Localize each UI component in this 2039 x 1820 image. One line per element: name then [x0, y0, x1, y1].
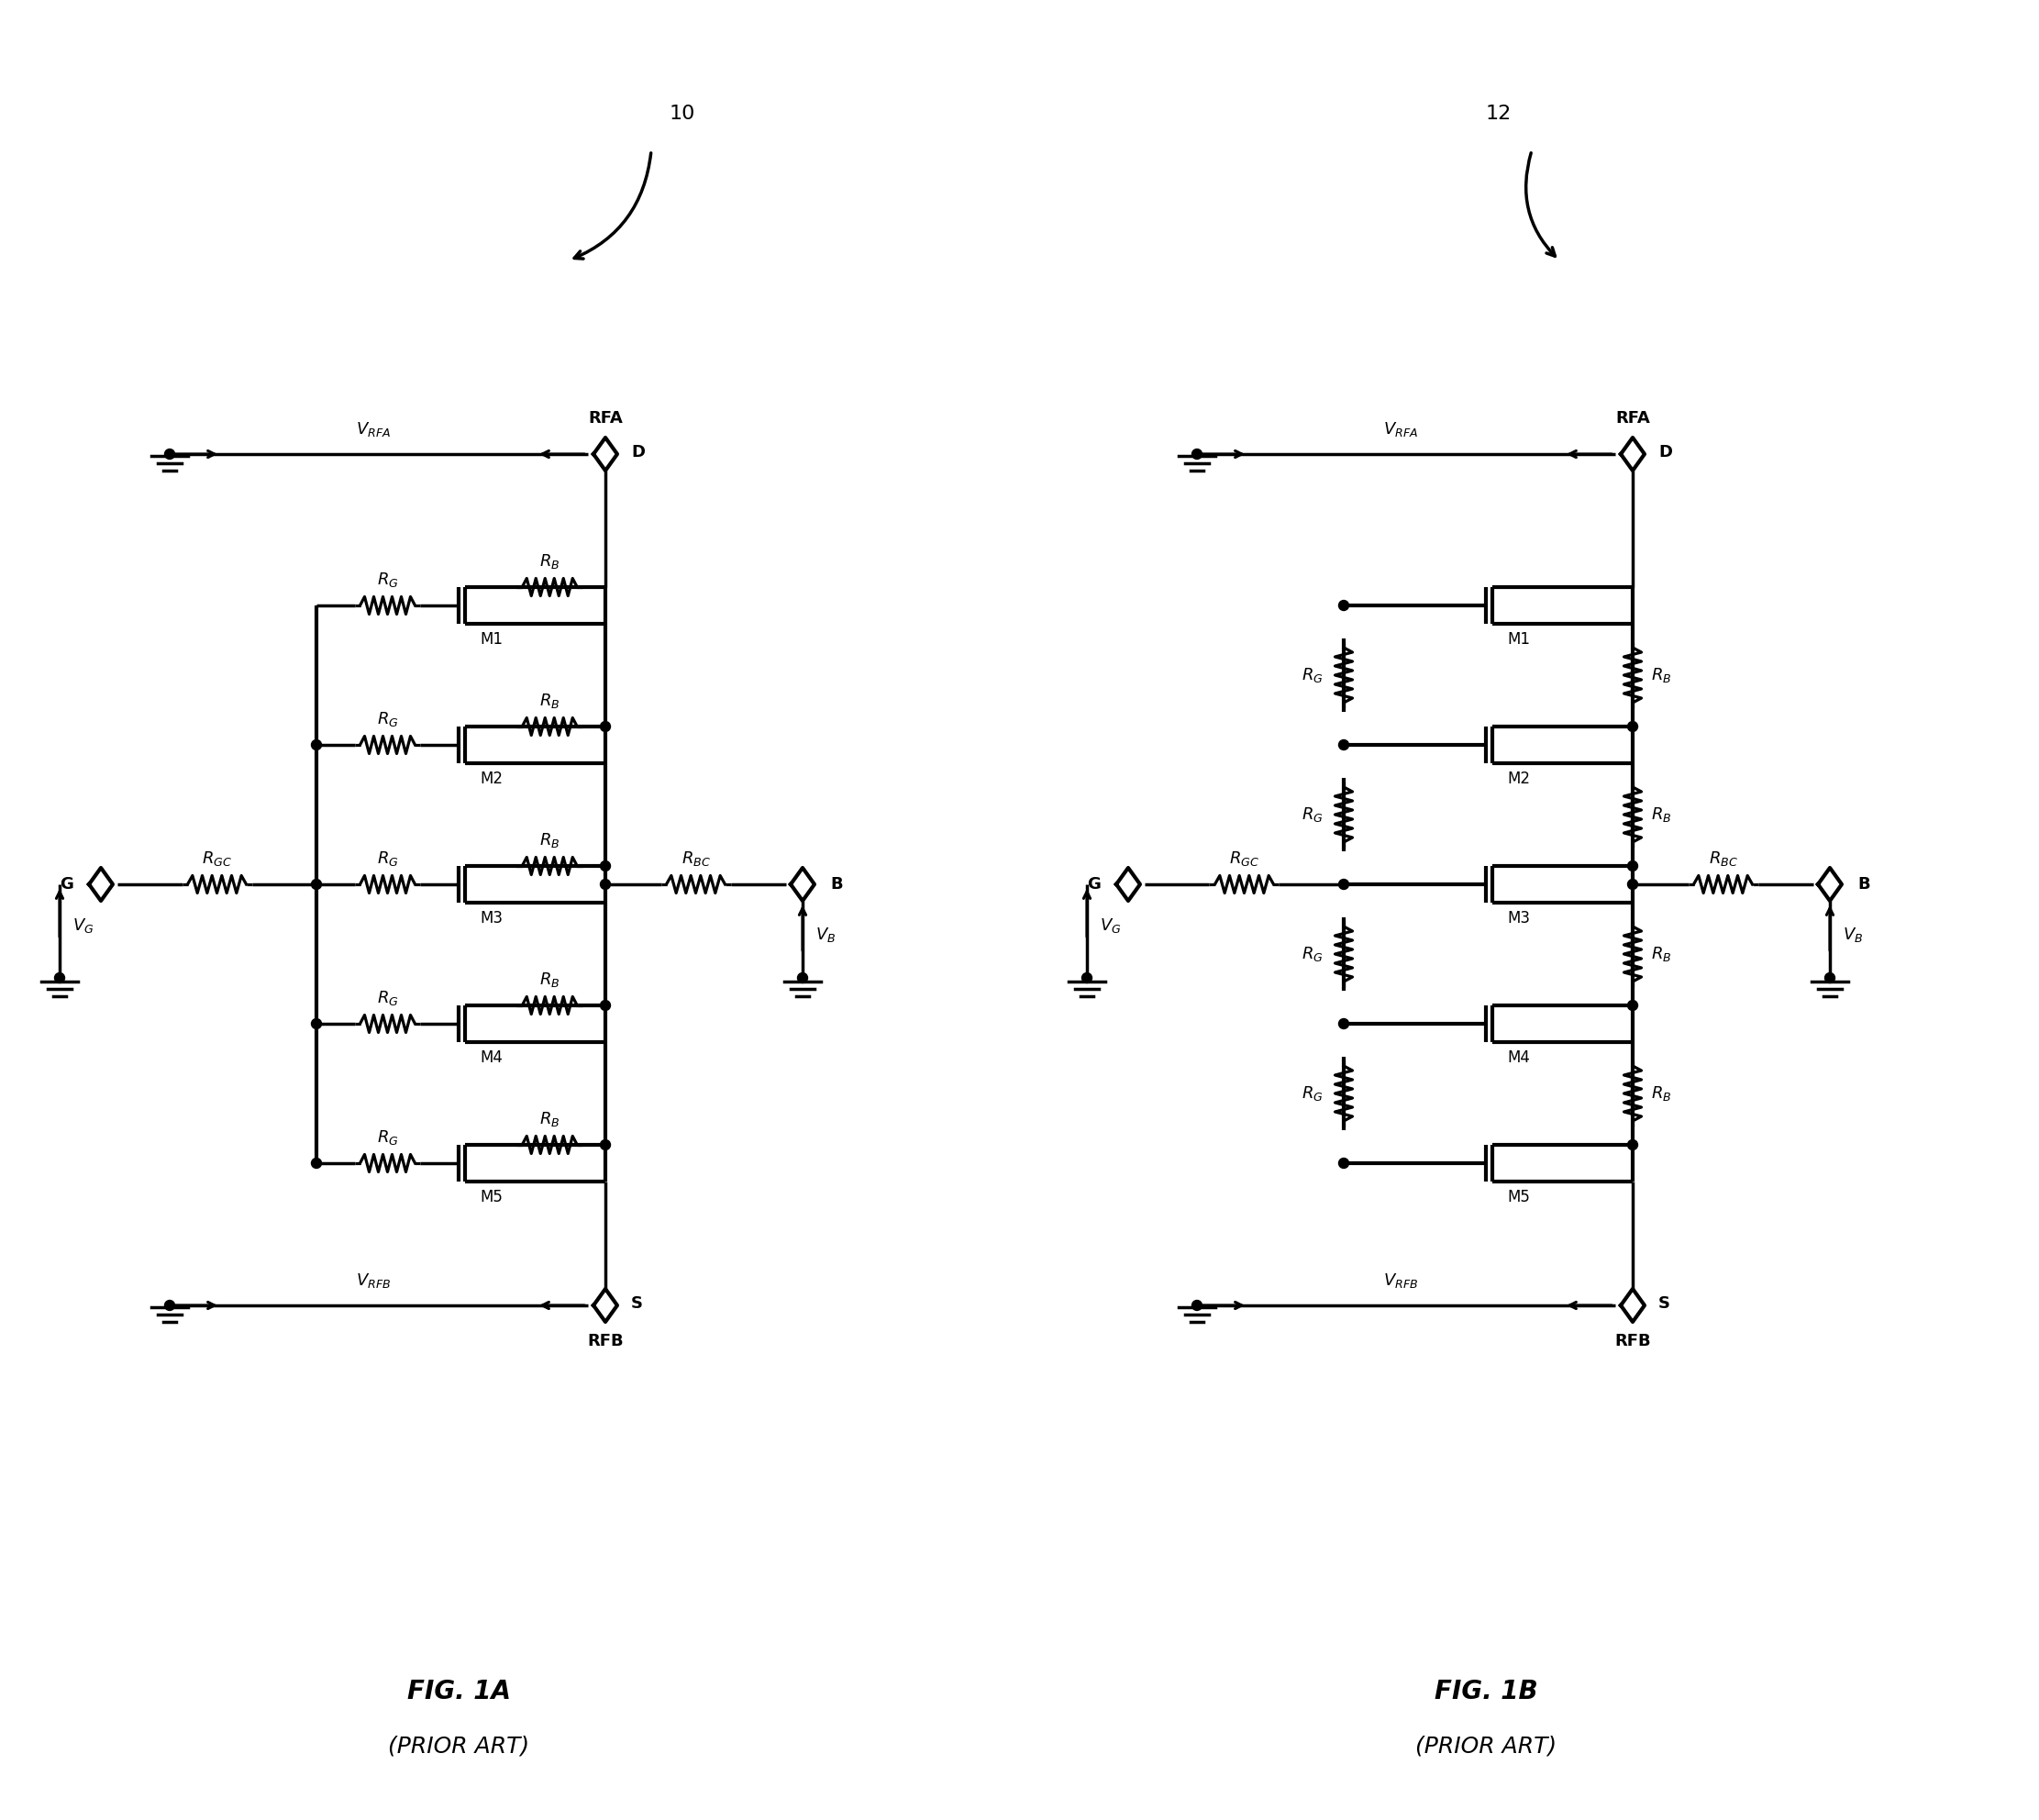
Text: B: B — [1858, 875, 1870, 892]
Text: $V_B$: $V_B$ — [816, 926, 836, 945]
Text: M1: M1 — [479, 632, 504, 648]
Text: $R_G$: $R_G$ — [377, 710, 398, 728]
Text: D: D — [1658, 444, 1672, 460]
Circle shape — [1627, 861, 1637, 872]
Text: FIG. 1B: FIG. 1B — [1433, 1678, 1537, 1704]
Circle shape — [599, 861, 610, 872]
Circle shape — [1340, 1158, 1348, 1168]
Text: $V_{RFA}$: $V_{RFA}$ — [357, 420, 391, 439]
Text: M3: M3 — [1507, 910, 1531, 926]
Text: M4: M4 — [1507, 1050, 1531, 1067]
Text: $R_B$: $R_B$ — [1652, 1085, 1672, 1103]
Text: S: S — [630, 1296, 642, 1312]
Text: $R_G$: $R_G$ — [377, 571, 398, 590]
Text: $R_G$: $R_G$ — [377, 1128, 398, 1147]
Text: $R_G$: $R_G$ — [1301, 1085, 1323, 1103]
Circle shape — [1825, 974, 1835, 983]
Text: $R_G$: $R_G$ — [377, 988, 398, 1006]
Text: RFB: RFB — [1615, 1332, 1652, 1349]
Text: RFA: RFA — [1615, 410, 1650, 426]
Text: $V_{RFB}$: $V_{RFB}$ — [357, 1272, 391, 1290]
Text: $R_G$: $R_G$ — [1301, 666, 1323, 684]
Circle shape — [1627, 721, 1637, 732]
Text: 10: 10 — [669, 104, 695, 124]
Circle shape — [599, 1001, 610, 1010]
Circle shape — [1627, 1001, 1637, 1010]
Text: $R_B$: $R_B$ — [1652, 945, 1672, 963]
Text: $R_B$: $R_B$ — [540, 832, 561, 850]
Text: M5: M5 — [479, 1188, 504, 1205]
Text: M2: M2 — [479, 770, 504, 786]
Text: S: S — [1658, 1296, 1670, 1312]
Circle shape — [1340, 601, 1348, 610]
Circle shape — [312, 741, 322, 750]
Text: M3: M3 — [479, 910, 504, 926]
Text: M2: M2 — [1507, 770, 1531, 786]
Text: M4: M4 — [479, 1050, 504, 1067]
Text: $V_{RFA}$: $V_{RFA}$ — [1384, 420, 1419, 439]
Text: $V_B$: $V_B$ — [1843, 926, 1864, 945]
Circle shape — [55, 974, 65, 983]
Text: (PRIOR ART): (PRIOR ART) — [387, 1736, 530, 1758]
Text: $R_G$: $R_G$ — [1301, 806, 1323, 824]
Text: M5: M5 — [1507, 1188, 1531, 1205]
Text: $R_G$: $R_G$ — [1301, 945, 1323, 963]
Text: RFB: RFB — [587, 1332, 624, 1349]
Text: $R_{BC}$: $R_{BC}$ — [1709, 850, 1737, 868]
Text: $R_G$: $R_G$ — [377, 850, 398, 868]
Text: B: B — [830, 875, 842, 892]
Circle shape — [1083, 974, 1093, 983]
Text: G: G — [1087, 875, 1101, 892]
Circle shape — [797, 974, 807, 983]
Text: $R_{BC}$: $R_{BC}$ — [681, 850, 710, 868]
Circle shape — [599, 879, 610, 890]
Text: $V_G$: $V_G$ — [73, 917, 94, 935]
Text: $V_G$: $V_G$ — [1099, 917, 1121, 935]
Circle shape — [1340, 879, 1348, 890]
Text: FIG. 1A: FIG. 1A — [408, 1678, 510, 1704]
Text: (PRIOR ART): (PRIOR ART) — [1415, 1736, 1556, 1758]
Text: $R_B$: $R_B$ — [540, 970, 561, 988]
Circle shape — [165, 1299, 175, 1310]
Text: $R_{GC}$: $R_{GC}$ — [202, 850, 232, 868]
Text: RFA: RFA — [587, 410, 622, 426]
Circle shape — [312, 879, 322, 890]
Text: G: G — [59, 875, 73, 892]
Circle shape — [1627, 1139, 1637, 1150]
Circle shape — [1193, 1299, 1203, 1310]
Circle shape — [1340, 1019, 1348, 1028]
Text: $R_B$: $R_B$ — [1652, 666, 1672, 684]
Text: D: D — [630, 444, 644, 460]
Text: $R_B$: $R_B$ — [1652, 806, 1672, 824]
Text: $V_{RFB}$: $V_{RFB}$ — [1384, 1272, 1419, 1290]
Circle shape — [1193, 450, 1203, 459]
Circle shape — [312, 1019, 322, 1028]
Text: 12: 12 — [1486, 104, 1511, 124]
Circle shape — [312, 1158, 322, 1168]
Text: $R_B$: $R_B$ — [540, 551, 561, 571]
Circle shape — [1627, 879, 1637, 890]
Circle shape — [599, 1139, 610, 1150]
Text: $R_B$: $R_B$ — [540, 1110, 561, 1128]
Circle shape — [165, 450, 175, 459]
Text: M1: M1 — [1507, 632, 1531, 648]
Circle shape — [599, 721, 610, 732]
Circle shape — [1340, 741, 1348, 750]
Text: $R_B$: $R_B$ — [540, 692, 561, 710]
Text: $R_{GC}$: $R_{GC}$ — [1230, 850, 1260, 868]
